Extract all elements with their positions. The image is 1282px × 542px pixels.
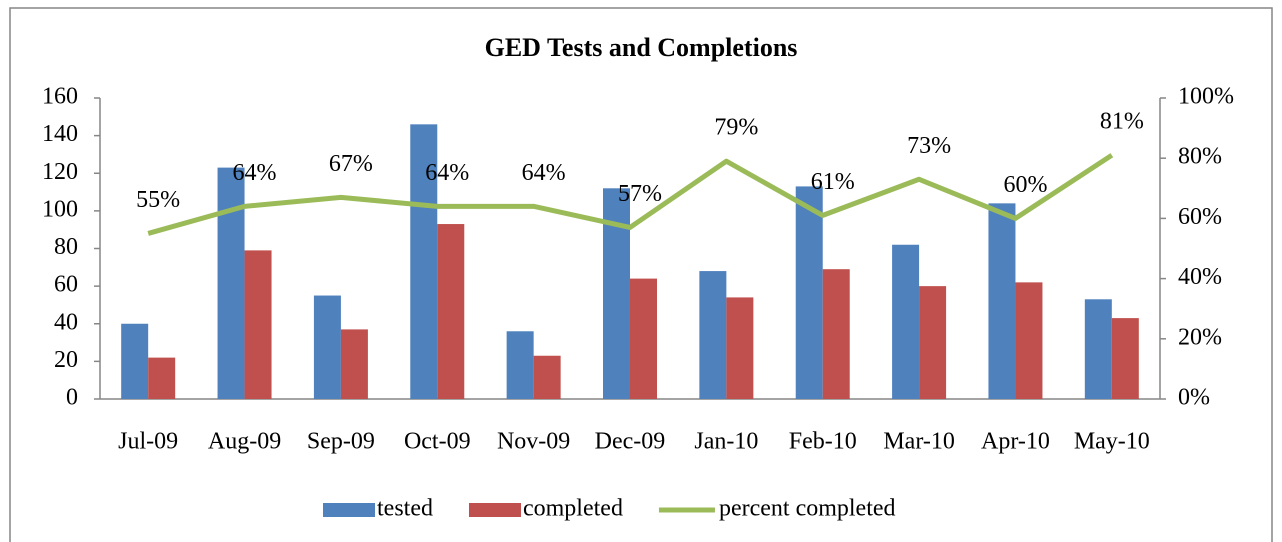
y2-tick-label: 20% bbox=[1178, 324, 1222, 350]
x-tick-label: Jan-10 bbox=[694, 429, 758, 455]
y2-tick-label: 60% bbox=[1178, 204, 1222, 230]
y2-tick-label: 100% bbox=[1178, 84, 1234, 110]
chart-title: GED Tests and Completions bbox=[485, 33, 798, 62]
y2-tick-label: 80% bbox=[1178, 144, 1222, 170]
data-label: 73% bbox=[907, 133, 951, 159]
bar bbox=[313, 295, 341, 399]
data-label: 55% bbox=[136, 187, 180, 213]
data-label: 57% bbox=[618, 181, 662, 207]
line bbox=[147, 153, 1114, 236]
y-tick-label: 20 bbox=[54, 347, 78, 373]
x-tick-label: Nov-09 bbox=[497, 429, 570, 455]
bar bbox=[244, 250, 272, 399]
bar bbox=[533, 355, 561, 399]
chart-border bbox=[9, 7, 1273, 542]
x-tick-label: Oct-09 bbox=[404, 429, 471, 455]
bar bbox=[340, 329, 368, 399]
y-tick-label: 120 bbox=[42, 159, 78, 185]
legend-label: completed bbox=[523, 496, 623, 522]
y-tick-label: 140 bbox=[42, 121, 78, 147]
x-tick-label: Apr-10 bbox=[981, 429, 1050, 455]
bar bbox=[506, 331, 534, 399]
x-tick-label: Jul-09 bbox=[118, 429, 178, 455]
y-tick-label: 100 bbox=[42, 196, 78, 222]
y-tick-label: 80 bbox=[54, 234, 78, 260]
x-tick-label: Mar-10 bbox=[883, 429, 955, 455]
y-tick-label: 0 bbox=[66, 385, 78, 411]
legend-label: tested bbox=[377, 496, 433, 522]
bar bbox=[1111, 318, 1139, 399]
bar bbox=[726, 297, 754, 399]
data-label: 81% bbox=[1100, 109, 1144, 135]
legend-swatch bbox=[468, 503, 521, 517]
x-tick-label: Dec-09 bbox=[595, 429, 666, 455]
y2-tick-label: 0% bbox=[1178, 385, 1210, 411]
y2-tick-label: 40% bbox=[1178, 264, 1222, 290]
x-tick-label: Feb-10 bbox=[789, 429, 857, 455]
bar bbox=[822, 269, 850, 399]
legend-label: percent completed bbox=[719, 496, 896, 522]
data-label: 60% bbox=[1003, 172, 1047, 198]
bar bbox=[121, 323, 149, 399]
bar bbox=[410, 124, 438, 400]
x-tick-label: Sep-09 bbox=[307, 429, 375, 455]
y-tick-label: 40 bbox=[54, 309, 78, 335]
bar bbox=[148, 357, 176, 399]
bar bbox=[1015, 282, 1043, 399]
bar bbox=[437, 224, 465, 399]
data-label: 79% bbox=[714, 115, 758, 141]
bar bbox=[630, 278, 657, 399]
bar bbox=[795, 186, 823, 399]
bar bbox=[699, 271, 727, 399]
bar bbox=[1084, 299, 1112, 399]
x-tick-label: Aug-09 bbox=[208, 429, 281, 455]
data-label: 64% bbox=[425, 160, 469, 186]
legend-swatch bbox=[323, 503, 375, 517]
bar bbox=[892, 244, 920, 399]
data-label: 67% bbox=[329, 151, 373, 177]
data-label: 64% bbox=[522, 160, 566, 186]
x-tick-label: May-10 bbox=[1074, 429, 1150, 455]
bar bbox=[988, 203, 1016, 399]
data-label: 64% bbox=[233, 160, 277, 186]
y-tick-label: 160 bbox=[42, 84, 78, 110]
bar bbox=[919, 286, 947, 399]
bar bbox=[217, 167, 245, 399]
data-label: 61% bbox=[811, 169, 855, 195]
y-tick-label: 60 bbox=[54, 272, 78, 298]
